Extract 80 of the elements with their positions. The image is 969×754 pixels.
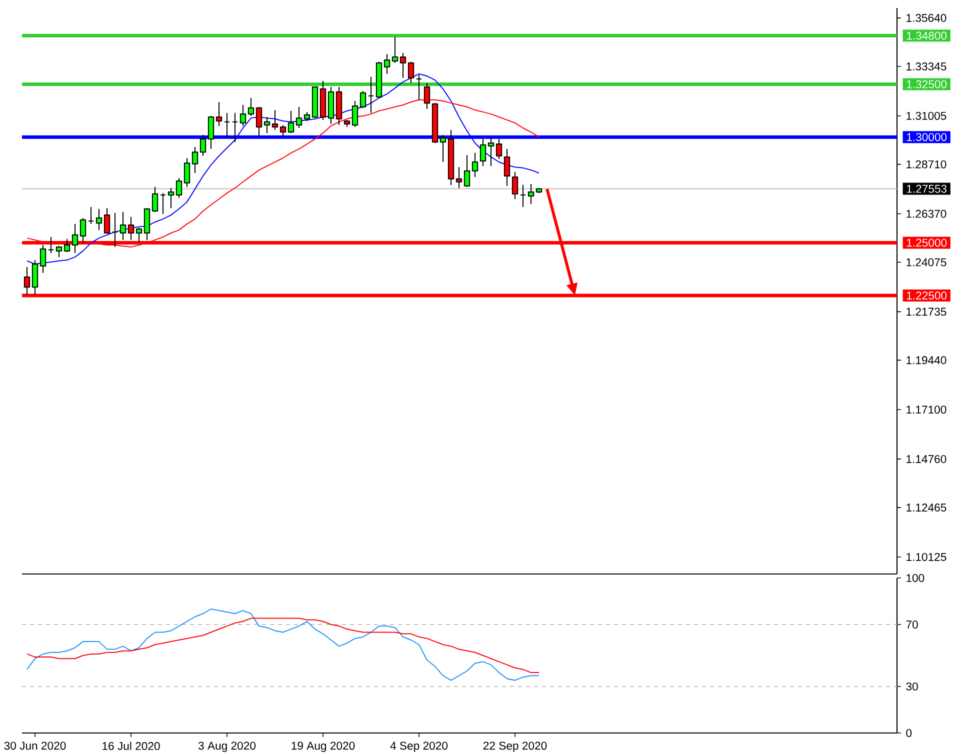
candlestick [192,146,198,174]
candlestick [64,238,70,253]
candlestick [160,192,166,214]
candlestick [208,115,214,150]
y-tick-label: 1.21735 [906,308,946,316]
candlestick [176,178,182,198]
y-tick-label: 0 [906,728,912,738]
candlestick [520,184,526,208]
candlestick [72,223,78,254]
ref-line-label: 1.25000 [906,238,947,247]
candlestick [264,116,270,134]
candlestick [152,186,158,212]
candlestick [384,54,390,74]
candlestick [288,110,294,134]
x-tick-label: 22 Sep 2020 [483,742,547,752]
candlestick [504,148,510,186]
candlestick [496,138,502,160]
ref-line-label: 1.27553 [906,184,947,193]
candlestick [464,154,470,188]
x-tick-label: 16 Jul 2020 [102,742,160,750]
ref-line-label: 1.30000 [906,133,947,142]
candlestick [56,246,62,258]
y-tick-label: 1.14760 [906,455,946,464]
candlestick [480,138,486,167]
y-tick-label: 1.24075 [906,258,946,266]
y-tick-label: 30 [906,682,918,691]
candlestick [248,97,254,116]
candlestick [224,112,230,138]
candlestick [104,208,110,234]
y-tick-label: 1.12465 [906,504,946,512]
candlestick [272,110,278,130]
candlestick [528,183,534,205]
candlestick [168,188,174,209]
candlestick [368,76,374,114]
y-tick-label: 70 [906,620,918,629]
candlestick [232,112,238,142]
y-tick-label: 1.17100 [906,406,946,414]
candlestick [48,236,54,254]
candlestick [400,52,406,78]
candlestick [112,212,118,248]
candlestick [40,244,46,274]
y-tick-label: 1.26370 [906,210,946,218]
candlestick [408,61,414,84]
candlestick [392,36,398,64]
y-tick-label: 1.10125 [906,552,946,561]
x-tick-label: 30 Jun 2020 [4,742,66,750]
y-tick-label: 1.19440 [906,356,946,364]
x-tick-label: 3 Aug 2020 [198,742,256,752]
candlestick [360,90,366,108]
candlestick [280,124,286,137]
candlestick [80,218,86,244]
y-tick-label: 1.35640 [906,14,946,22]
candlestick [88,206,94,224]
candlestick [296,106,302,128]
candlestick [240,104,246,126]
y-tick-label: 1.31005 [906,112,946,120]
candlestick [440,134,446,163]
candlestick [216,102,222,126]
candlestick [352,100,358,128]
x-tick-label: 4 Sep 2020 [390,742,448,752]
candlestick [488,137,494,167]
candlestick [136,227,142,242]
ref-line-label: 1.34800 [906,32,947,40]
candlestick [472,152,478,178]
candlestick [456,166,462,188]
candlestick [304,111,310,122]
candlestick [96,208,102,231]
y-tick-label: 100 [906,574,924,582]
candlestick [416,74,422,100]
ref-line-label: 1.22500 [906,292,947,300]
ref-line-label: 1.32500 [906,80,947,88]
candlestick [512,171,518,200]
y-tick-label: 1.33345 [906,62,946,70]
y-tick-label: 1.28710 [906,160,946,168]
candlestick [120,211,126,240]
candlestick [200,134,206,156]
candlestick [32,260,38,296]
candlestick [184,158,190,188]
candlestick [256,106,262,137]
x-tick-label: 19 Aug 2020 [292,742,355,752]
